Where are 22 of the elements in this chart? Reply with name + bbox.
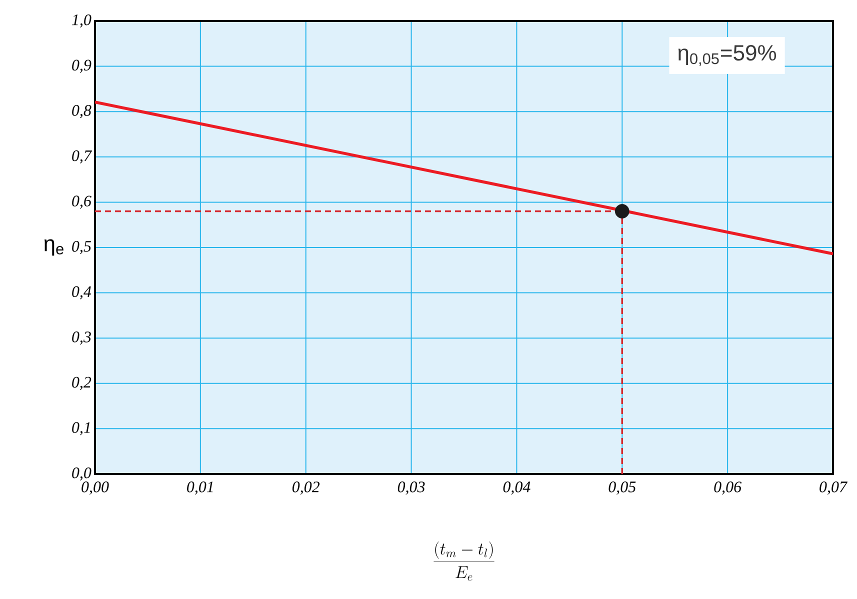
- x-tick-label: 0,01: [187, 482, 213, 495]
- y-tick-label: 0,1: [72, 422, 90, 436]
- y-tick-label: 0,4: [72, 286, 92, 300]
- x-tick-label: 0,06: [714, 482, 742, 495]
- y-tick-label: 0,9: [72, 60, 92, 73]
- y-axis-title: η$_{e}$: [44, 239, 64, 256]
- x-tick-label: 0,04: [503, 482, 530, 495]
- x-tick-label: 0,05: [608, 482, 636, 495]
- x-tick-label: 0,00: [82, 482, 109, 495]
- x-tick-label: 0,02: [292, 482, 320, 495]
- y-tick-label: 0,5: [72, 240, 91, 254]
- x-tick-label: 0,03: [398, 482, 425, 495]
- x-tick-label: 0,07: [820, 482, 848, 495]
- y-tick-label: 0,8: [72, 105, 92, 118]
- y-tick-label: 0,2: [72, 376, 92, 390]
- x-axis-title: $\frac{(t_{m}-t_{l})}{E_{e}}$: [434, 541, 494, 581]
- y-tick-label: 0,6: [72, 196, 92, 209]
- y-tick-label: 0,0: [72, 467, 92, 481]
- y-tick-label: 0,7: [72, 150, 92, 164]
- y-tick-label: 1,0: [72, 14, 92, 28]
- y-tick-label: 0,3: [72, 332, 91, 345]
- annotation: η$_{0,05}$=59%: [678, 45, 776, 66]
